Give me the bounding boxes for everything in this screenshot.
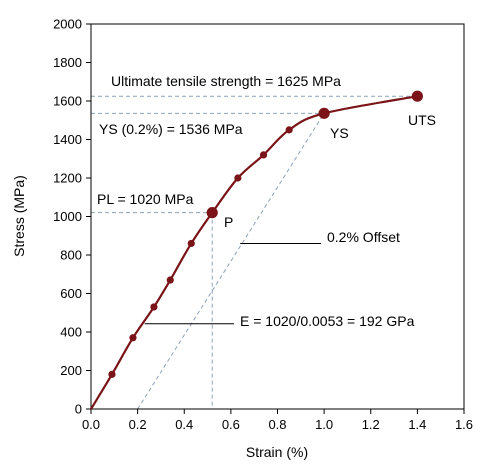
y-tick-label: 600 (60, 286, 82, 301)
x-tick-label: 1.4 (408, 417, 426, 432)
point-ys-marker (318, 107, 330, 119)
y-tick-label: 800 (60, 248, 82, 263)
y-tick-label: 2000 (53, 17, 82, 32)
p-point-label: P (224, 214, 233, 230)
x-tick-label: 0.8 (268, 417, 286, 432)
data-point (234, 174, 242, 182)
uts-annotation: Ultimate tensile strength = 1625 MPa (111, 73, 341, 89)
stress-strain-curve-line (90, 95, 418, 410)
data-point (108, 370, 116, 378)
data-point (150, 303, 158, 311)
y-ticks: 0 200 400 600 800 1000 1200 1400 1600 1800 2000 (53, 17, 91, 417)
x-tick-label: 1.2 (362, 417, 380, 432)
point-p-marker (206, 207, 218, 219)
y-tick-label: 200 (60, 363, 82, 378)
point-uts-marker (411, 90, 423, 102)
x-tick-label: 0.4 (175, 417, 193, 432)
ys-point-label: YS (330, 125, 349, 141)
data-point (187, 239, 195, 248)
y-tick-label: 1200 (53, 171, 82, 186)
x-axis-title: Strain (%) (246, 444, 308, 460)
data-point (129, 334, 137, 342)
y-tick-label: 1000 (53, 209, 82, 224)
offset-annotation: 0.2% Offset (327, 229, 400, 245)
x-tick-label: 1.0 (315, 417, 333, 432)
uts-point-label: UTS (408, 112, 436, 128)
modulus-annotation: E = 1020/0.0053 = 192 GPa (240, 313, 415, 329)
y-axis-title: Stress (MPa) (11, 175, 27, 257)
y-tick-label: 400 (60, 325, 82, 340)
offset-dashed-line (137, 113, 325, 410)
x-tick-label: 0.2 (129, 417, 147, 432)
y-tick-label: 1600 (53, 94, 82, 109)
reference-dashed-lines (91, 95, 418, 410)
x-tick-label: 0.0 (82, 417, 100, 432)
data-points (108, 90, 423, 378)
x-ticks: 0.0 0.2 0.4 0.6 0.8 1.0 1.2 1.4 1.6 (82, 409, 473, 432)
ys-annotation: YS (0.2%) = 1536 MPa (99, 121, 243, 137)
y-tick-label: 1400 (53, 132, 82, 147)
x-tick-label: 0.6 (222, 417, 240, 432)
stress-strain-curve (90, 95, 418, 410)
y-tick-label: 0 (75, 402, 82, 417)
x-tick-label: 1.6 (455, 417, 473, 432)
data-point (259, 151, 268, 159)
data-point (285, 126, 293, 134)
pl-annotation: PL = 1020 MPa (97, 191, 194, 207)
annotation-leaders (144, 242, 321, 325)
y-tick-label: 1800 (53, 55, 82, 70)
data-point (166, 276, 174, 284)
